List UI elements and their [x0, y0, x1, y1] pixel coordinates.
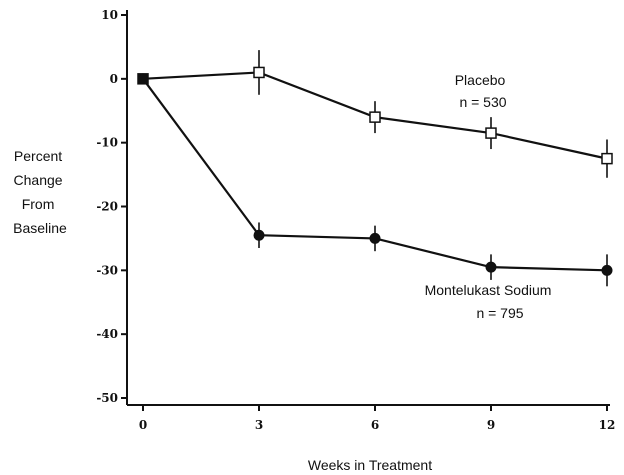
point-montelukast-sodium-0 [137, 73, 149, 85]
point-placebo-1 [253, 66, 265, 79]
series-placebo [137, 50, 613, 178]
y-tick-label-5: -40 [96, 327, 118, 341]
y-tick-label-3: -20 [96, 200, 118, 214]
x-tick-label-3: 9 [487, 418, 495, 432]
y-tick-label-2: -10 [96, 136, 118, 150]
series-n-montelukast: n = 795 [476, 305, 523, 321]
point-montelukast-sodium-3 [485, 261, 497, 273]
y-tick-label-1: 0 [110, 72, 118, 86]
series-n-placebo: n = 530 [459, 94, 506, 110]
x-axis-title: Weeks in Treatment [308, 457, 432, 473]
y-axis-title-line-2: Change [14, 172, 63, 188]
y-axis-title: Percent Change From Baseline [13, 148, 67, 236]
x-tick-label-1: 3 [255, 418, 263, 432]
x-tick-label-2: 6 [371, 418, 379, 432]
x-tick-label-4: 12 [599, 418, 616, 432]
point-placebo-4 [601, 152, 613, 165]
y-axis-title-line-4: Baseline [13, 220, 67, 236]
series-label-placebo: Placebo [455, 72, 506, 88]
axes: 10 0 -10 -20 -30 -40 -50 0 3 6 9 12 [96, 8, 615, 432]
series-montelukast-sodium [137, 73, 613, 287]
point-placebo-2 [369, 111, 381, 123]
point-montelukast-sodium-2 [369, 232, 381, 244]
series-label-montelukast: Montelukast Sodium [425, 282, 552, 298]
series-layer [137, 50, 613, 287]
y-tick-label-4: -30 [96, 263, 118, 277]
y-tick-label-0: 10 [101, 8, 118, 22]
y-tick-label-6: -50 [96, 391, 118, 405]
x-tick-label-0: 0 [139, 418, 147, 432]
y-axis-title-line-1: Percent [14, 148, 62, 164]
point-placebo-3 [485, 127, 497, 139]
point-montelukast-sodium-1 [253, 229, 265, 241]
y-axis-title-line-3: From [22, 196, 55, 212]
point-montelukast-sodium-4 [601, 264, 613, 276]
